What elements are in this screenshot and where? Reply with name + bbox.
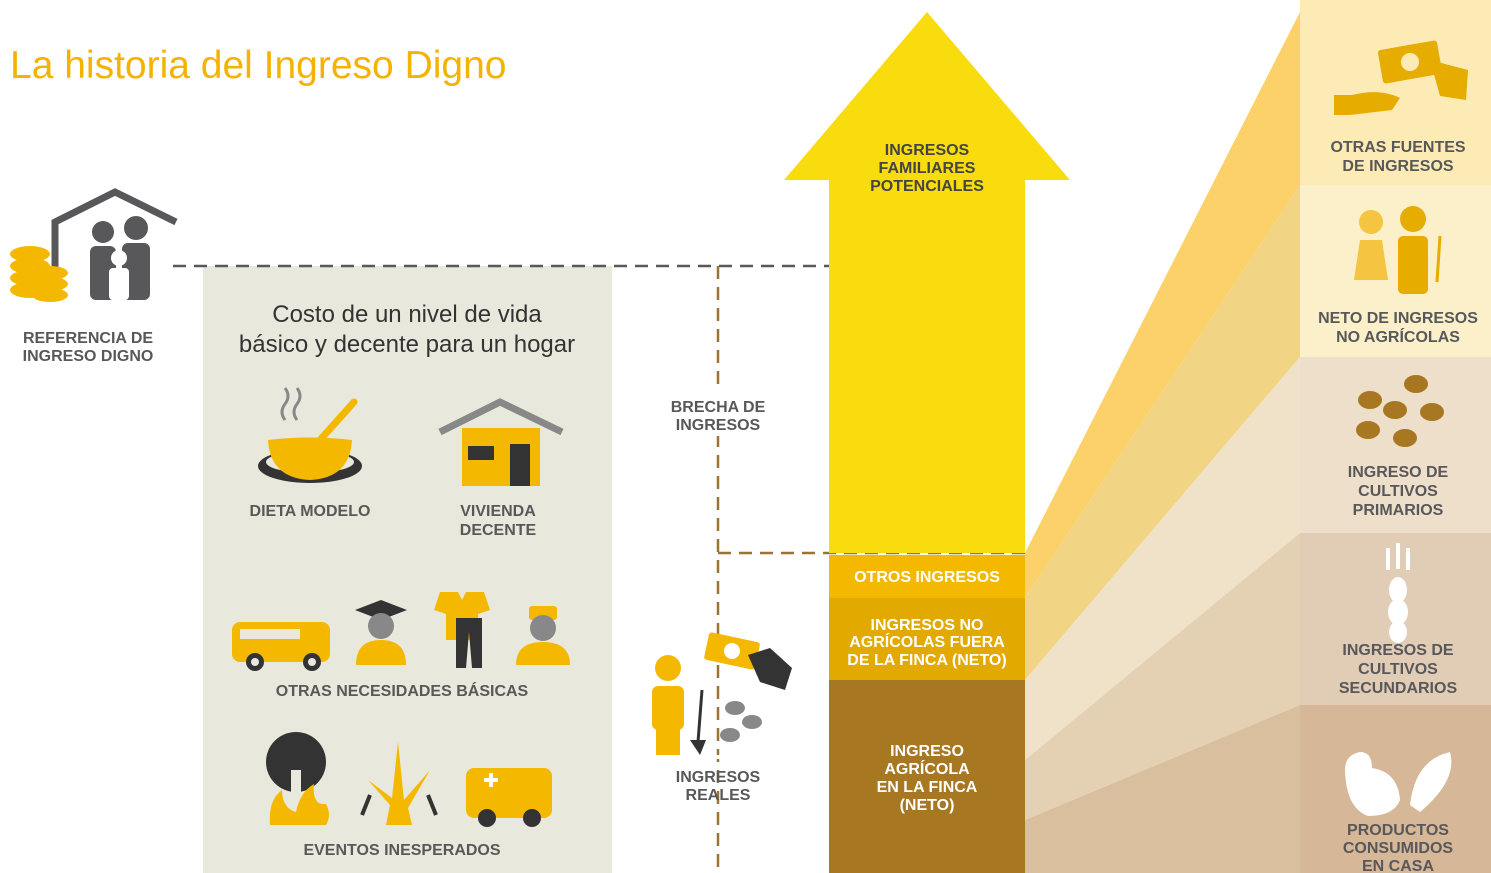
source-panel — [1300, 185, 1491, 357]
stack-segment — [829, 555, 1025, 598]
beam — [1025, 533, 1300, 820]
fan — [1025, 12, 1300, 873]
source-labels: OTRAS FUENTES DE INGRESOS NETO DE INGRES… — [1318, 139, 1478, 873]
potential-arrow — [784, 12, 1070, 553]
needs-icons — [232, 592, 570, 671]
gap-label-bg — [655, 392, 781, 436]
diet-icon — [258, 387, 362, 483]
reference-label: REFERENCIA DE — [23, 330, 153, 347]
sources-column — [1300, 0, 1491, 873]
events-label: EVENTOS INESPERADOS — [303, 842, 500, 859]
beam — [1025, 185, 1300, 680]
cost-heading: básico y decente para un hogar — [239, 331, 575, 358]
stack-segment — [829, 598, 1025, 680]
title: La historia del Ingreso Digno — [10, 44, 506, 87]
beam — [1025, 705, 1300, 873]
source-icons — [1334, 40, 1468, 816]
stack-label: (NETO) — [900, 797, 955, 814]
housing-icon — [438, 398, 564, 486]
source-label: NO AGRÍCOLAS — [1336, 327, 1460, 346]
actual-label: INGRESOS — [676, 769, 761, 786]
housing-label: VIVIENDA — [460, 503, 536, 520]
beam — [1025, 357, 1300, 760]
actual-icon — [650, 632, 792, 759]
reference-label: INGRESO DIGNO — [23, 348, 154, 365]
source-label: CONSUMIDOS — [1343, 840, 1454, 857]
stack-segment — [829, 680, 1025, 873]
events-icons — [266, 732, 552, 827]
source-label: OTRAS FUENTES — [1330, 139, 1465, 156]
diet-label: DIETA MODELO — [250, 503, 371, 520]
gap-label: BRECHA DE — [671, 399, 766, 416]
gap-label: INGRESOS — [676, 417, 761, 434]
beam — [1025, 12, 1300, 598]
stack-label: INGRESOS NO — [871, 617, 984, 634]
stack-label: AGRÍCOLA — [884, 759, 970, 778]
reference-icon — [10, 188, 178, 302]
source-label: INGRESOS DE — [1342, 642, 1453, 659]
source-label: CULTIVOS — [1358, 483, 1438, 500]
needs-label: OTRAS NECESIDADES BÁSICAS — [276, 681, 529, 700]
source-label: DE INGRESOS — [1342, 158, 1453, 175]
stack-label: OTROS INGRESOS — [854, 569, 1000, 586]
source-panel — [1300, 357, 1491, 533]
source-label: CULTIVOS — [1358, 661, 1438, 678]
source-label: SECUNDARIOS — [1339, 680, 1458, 697]
stack-label: INGRESO — [890, 743, 964, 760]
stack-label: DE LA FINCA (NETO) — [847, 652, 1006, 669]
source-label: EN CASA — [1362, 858, 1434, 873]
cost-heading: Costo de un nivel de vida — [272, 301, 542, 328]
stack-label: AGRÍCOLAS FUERA — [849, 632, 1005, 651]
housing-label: DECENTE — [460, 522, 537, 539]
source-label: INGRESO DE — [1348, 464, 1449, 481]
source-label: PRIMARIOS — [1353, 502, 1444, 519]
arrow-label: POTENCIALES — [870, 178, 984, 195]
stack-label: EN LA FINCA — [877, 779, 978, 796]
source-label: PRODUCTOS — [1347, 822, 1449, 839]
arrow-label: INGRESOS — [885, 142, 970, 159]
actual-label: REALES — [686, 787, 751, 804]
arrow-label: FAMILIARES — [879, 160, 976, 177]
source-label: NETO DE INGRESOS — [1318, 310, 1478, 327]
